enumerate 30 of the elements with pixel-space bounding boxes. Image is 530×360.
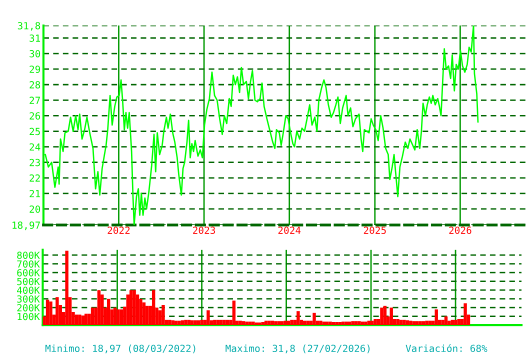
y-tick-label: 25	[30, 128, 40, 136]
y-tick-label: 29	[30, 66, 40, 73]
y-tick-label: 31,8	[18, 22, 40, 31]
y-tick-label: 21	[30, 190, 40, 198]
y-tick-label: 600K	[17, 269, 40, 276]
y-tick-label: 23	[30, 158, 40, 166]
text: Variación: 68%	[406, 344, 488, 352]
y-tick-label: 26	[30, 112, 40, 120]
x-tick-label: 2022	[108, 226, 130, 234]
y-tick-label: 100K	[18, 312, 40, 320]
y-tick-label: 24	[30, 143, 40, 151]
y-tick-label: 20	[30, 205, 40, 213]
y-tick-label: 31	[30, 34, 40, 42]
y-tick-label: 700K	[17, 260, 40, 268]
y-tick-label: 28	[30, 81, 40, 88]
y-tick-label: 800K	[17, 252, 40, 259]
y-tick-label: 18,97	[12, 222, 40, 230]
x-tick-label: 2026	[449, 226, 472, 234]
y-tick-label: 500K	[17, 278, 40, 286]
x-tick-label: 2023	[193, 226, 216, 234]
y-tick-label: 22	[30, 174, 40, 182]
y-tick-label: 200K	[17, 304, 40, 312]
y-tick-label: 300K	[17, 295, 40, 303]
text: Minimo: 18,97 (08/03/2022)	[45, 344, 196, 354]
text: Maximo: 31,8 (27/02/2026)	[226, 344, 370, 354]
y-tick-label: 30	[30, 50, 40, 58]
x-tick-label: 2024	[278, 226, 301, 234]
y-tick-label: 27	[30, 96, 40, 104]
y-tick-label: 400K	[17, 286, 40, 294]
x-tick-label: 2025	[364, 226, 386, 234]
